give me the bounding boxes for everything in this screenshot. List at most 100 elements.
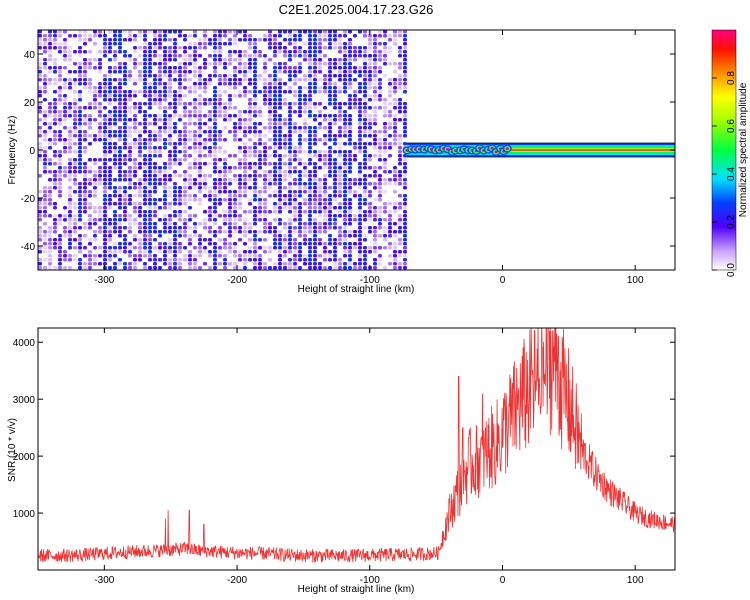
noise-cell [163,122,167,126]
noise-cell [163,90,167,94]
noise-cell [83,122,87,126]
noise-cell [93,158,97,162]
noise-cell [343,222,347,226]
noise-cell [238,254,242,258]
noise-cell [223,222,227,226]
noise-cell [328,138,332,142]
noise-cell [143,266,147,270]
noise-cell [403,70,407,74]
noise-cell [398,134,402,138]
noise-cell [178,226,182,230]
noise-cell [98,210,102,214]
noise-cell [98,174,102,178]
noise-cell [403,106,407,110]
noise-cell [103,226,107,230]
noise-cell [113,162,117,166]
noise-cell [188,186,192,190]
noise-cell [328,254,332,258]
noise-cell [158,130,162,134]
noise-cell [248,174,252,178]
noise-cell [298,70,302,74]
noise-cell [118,186,122,190]
noise-cell [98,62,102,66]
noise-cell [243,94,247,98]
noise-cell [263,154,267,158]
noise-cell [113,218,117,222]
noise-cell [378,182,382,186]
noise-cell [283,66,287,70]
noise-cell [218,38,222,42]
noise-cell [283,254,287,258]
noise-cell [293,262,297,266]
noise-cell [253,66,257,70]
noise-cell [238,62,242,66]
noise-cell [133,158,137,162]
noise-cell [73,246,77,250]
noise-cell [123,38,127,42]
noise-cell [268,94,272,98]
noise-cell [363,54,367,58]
noise-cell [298,102,302,106]
noise-cell [313,162,317,166]
noise-cell [323,206,327,210]
noise-cell [163,106,167,110]
noise-cell [58,222,62,226]
noise-cell [313,258,317,262]
noise-cell [323,266,327,270]
noise-cell [138,190,142,194]
noise-cell [343,66,347,70]
noise-cell [73,174,77,178]
noise-cell [153,182,157,186]
noise-cell [78,90,82,94]
noise-cell [178,78,182,82]
noise-cell [88,102,92,106]
noise-cell [143,242,147,246]
noise-cell [68,198,72,202]
noise-cell [278,222,282,226]
noise-cell [148,254,152,258]
noise-cell [363,166,367,170]
noise-cell [113,158,117,162]
noise-cell [88,178,92,182]
noise-cell [173,238,177,242]
noise-cell [313,102,317,106]
noise-cell [213,70,217,74]
noise-cell [98,262,102,266]
noise-cell [148,90,152,94]
noise-cell [363,146,367,150]
noise-cell [243,162,247,166]
noise-cell [328,166,332,170]
noise-cell [118,170,122,174]
noise-cell [193,194,197,198]
noise-cell [88,214,92,218]
noise-cell [378,166,382,170]
noise-cell [38,174,42,178]
noise-cell [193,42,197,46]
noise-cell [268,230,272,234]
noise-cell [218,46,222,50]
noise-cell [188,198,192,202]
noise-cell [78,190,82,194]
noise-cell [248,146,252,150]
noise-cell [258,50,262,54]
noise-cell [43,118,47,122]
noise-cell [93,182,97,186]
noise-cell [313,266,317,270]
noise-cell [108,202,112,206]
noise-cell [48,158,52,162]
noise-cell [353,66,357,70]
noise-cell [318,58,322,62]
noise-cell [353,94,357,98]
noise-cell [303,126,307,130]
noise-cell [393,142,397,146]
noise-cell [358,226,362,230]
noise-cell [118,90,122,94]
noise-cell [143,82,147,86]
noise-cell [373,186,377,190]
noise-cell [158,42,162,46]
noise-cell [88,262,92,266]
noise-cell [188,234,192,238]
noise-cell [388,62,392,66]
noise-cell [283,186,287,190]
noise-cell [138,146,142,150]
